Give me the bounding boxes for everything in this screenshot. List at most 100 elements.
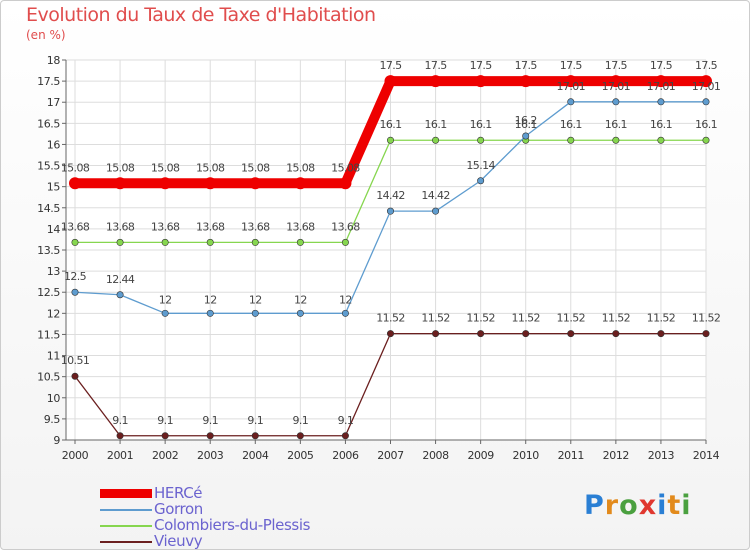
y-tick-label: 14.5 bbox=[37, 202, 60, 215]
data-point bbox=[161, 432, 169, 440]
data-point bbox=[702, 98, 710, 106]
x-tick-label: 2007 bbox=[377, 449, 404, 462]
x-tick-label: 2006 bbox=[332, 449, 359, 462]
x-tick-label: 2002 bbox=[152, 449, 178, 462]
data-label: 16.2 bbox=[515, 114, 537, 127]
data-label-layer: 15.08 15.08 15.08 15.08 15.08 15.08 15.08 17.5 1… bbox=[61, 59, 721, 427]
data-point bbox=[429, 75, 442, 88]
data-point bbox=[657, 98, 665, 106]
data-point bbox=[114, 177, 127, 190]
logo-letter: i bbox=[657, 490, 668, 521]
data-label: 17.5 bbox=[379, 59, 402, 72]
data-label: 14.42 bbox=[376, 189, 405, 202]
data-point bbox=[204, 177, 217, 190]
data-label: 12 bbox=[294, 293, 307, 306]
data-label: 13.68 bbox=[286, 220, 315, 233]
data-point bbox=[341, 309, 349, 317]
data-label: 17.5 bbox=[605, 59, 628, 72]
data-label: 15.08 bbox=[61, 161, 90, 174]
data-label: 16.1 bbox=[695, 118, 717, 131]
data-label: 9.1 bbox=[247, 414, 263, 427]
data-point bbox=[522, 330, 530, 338]
y-tick-label: 16 bbox=[47, 138, 61, 151]
y-tick-label: 17 bbox=[47, 96, 61, 109]
data-label: 15.08 bbox=[241, 161, 270, 174]
data-label: 9.1 bbox=[293, 414, 309, 427]
data-point bbox=[339, 177, 352, 190]
y-tick-label: 13.5 bbox=[37, 244, 60, 257]
y-tick-label: 15.5 bbox=[37, 160, 60, 173]
x-tick-label: 2003 bbox=[197, 449, 224, 462]
logo-letter: r bbox=[604, 490, 620, 521]
data-label: 13.68 bbox=[61, 220, 90, 233]
x-tick-label: 2014 bbox=[693, 449, 720, 462]
grid-layer bbox=[66, 59, 707, 441]
series-layer bbox=[69, 75, 712, 440]
y-tick-label: 9.5 bbox=[44, 413, 61, 426]
data-label: 12.5 bbox=[64, 270, 87, 283]
data-point bbox=[116, 432, 124, 440]
data-point bbox=[71, 288, 79, 296]
logo-letter: i bbox=[681, 490, 692, 521]
y-tick-label: 11 bbox=[47, 350, 60, 363]
data-point bbox=[474, 75, 487, 88]
data-label: 11.52 bbox=[602, 312, 631, 325]
data-point bbox=[116, 291, 124, 299]
data-label: 17.01 bbox=[647, 80, 676, 93]
data-label: 15.08 bbox=[331, 161, 360, 174]
data-point bbox=[477, 330, 485, 338]
x-tick-label: 2012 bbox=[603, 449, 629, 462]
data-label: 17.5 bbox=[425, 59, 448, 72]
data-point bbox=[69, 177, 81, 190]
data-label: 11.52 bbox=[421, 312, 450, 325]
data-label: 16.1 bbox=[425, 118, 447, 131]
legend-label-colombiers: Colombiers-du-Plessis bbox=[154, 516, 311, 534]
data-point bbox=[700, 75, 712, 88]
y-tick-label: 9 bbox=[53, 434, 60, 447]
data-label: 13.68 bbox=[241, 220, 270, 233]
y-tick-label: 11.5 bbox=[37, 328, 60, 341]
y-tick-label: 10 bbox=[47, 392, 61, 405]
data-label: 11.52 bbox=[376, 312, 405, 325]
y-tick-label: 15 bbox=[47, 181, 61, 194]
data-point bbox=[702, 330, 710, 338]
data-point bbox=[161, 309, 169, 317]
data-point bbox=[567, 330, 575, 338]
data-point bbox=[296, 309, 304, 317]
data-point bbox=[477, 136, 485, 144]
data-label: 15.08 bbox=[286, 161, 315, 174]
data-label: 13.68 bbox=[106, 220, 135, 233]
y-tick-label: 16.5 bbox=[37, 117, 60, 130]
y-tick-label: 10.5 bbox=[37, 371, 60, 384]
legend-swatch-colombiers bbox=[100, 525, 152, 527]
data-label: 9.1 bbox=[202, 414, 218, 427]
data-label: 16.1 bbox=[379, 118, 401, 131]
logo-letter: o bbox=[619, 490, 639, 521]
proxiti-logo: Proxiti bbox=[584, 490, 692, 521]
data-point bbox=[432, 136, 440, 144]
data-label: 10.51 bbox=[61, 354, 90, 367]
x-tick-label: 2001 bbox=[107, 449, 133, 462]
data-label: 15.14 bbox=[466, 159, 495, 172]
y-tick-label: 12.5 bbox=[37, 286, 60, 299]
x-tick-label: 2004 bbox=[242, 449, 269, 462]
data-label: 16.1 bbox=[515, 118, 537, 131]
logo-letter: t bbox=[667, 490, 682, 521]
data-label: 16.1 bbox=[650, 118, 672, 131]
y-tick-label: 12 bbox=[47, 307, 60, 320]
data-point bbox=[206, 432, 214, 440]
data-point bbox=[657, 136, 665, 144]
data-label: 11.52 bbox=[557, 312, 586, 325]
data-point bbox=[296, 238, 304, 246]
data-point bbox=[251, 309, 259, 317]
data-point bbox=[161, 238, 169, 246]
data-point bbox=[251, 432, 259, 440]
data-label: 17.5 bbox=[515, 59, 538, 72]
logo-letter: x bbox=[638, 490, 658, 521]
data-label: 13.68 bbox=[196, 220, 225, 233]
data-point bbox=[384, 75, 397, 88]
data-label: 17.01 bbox=[692, 80, 721, 93]
logo-letter: P bbox=[584, 490, 605, 521]
data-point bbox=[386, 330, 394, 338]
data-label: 13.68 bbox=[151, 220, 180, 233]
